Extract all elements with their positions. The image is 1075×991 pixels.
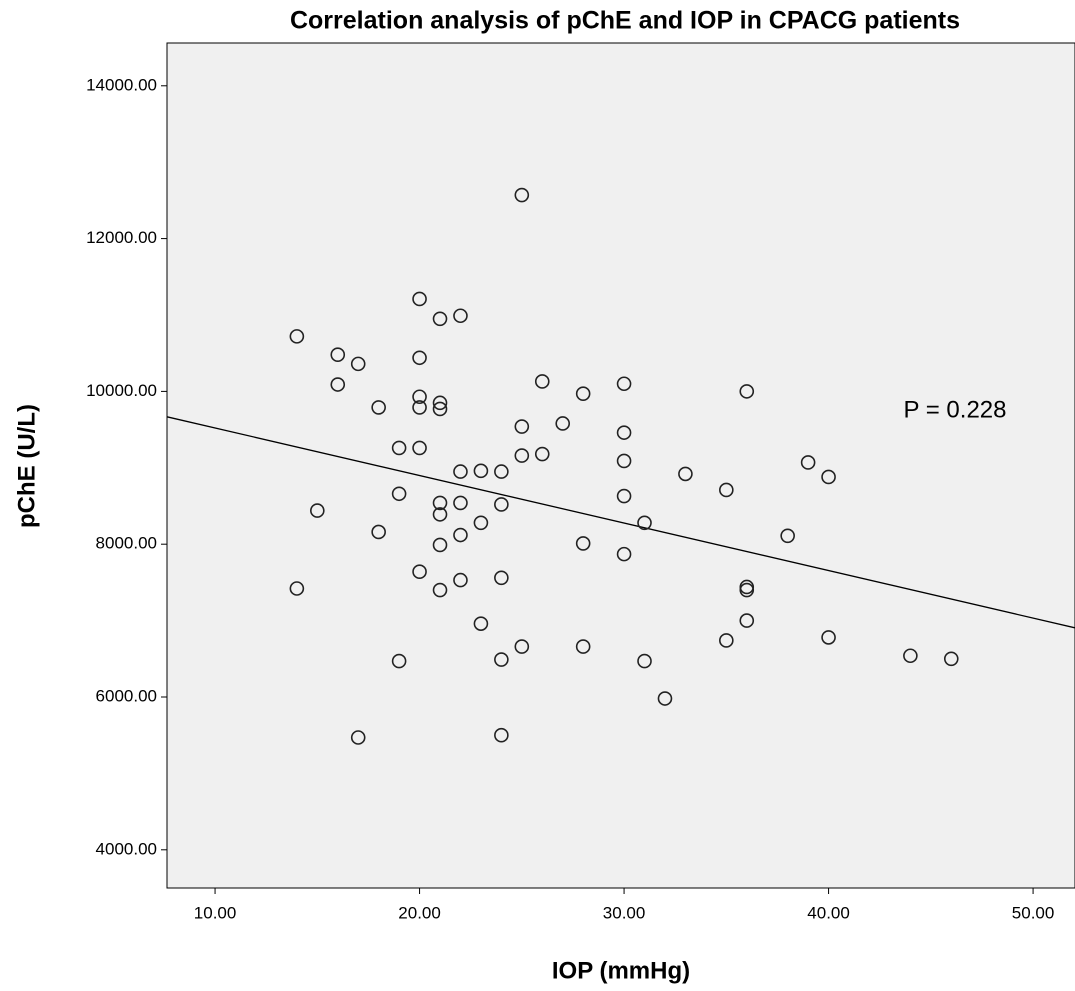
point [555, 416, 571, 431]
point [391, 440, 407, 456]
y-tick-label: 6000.00 [96, 686, 157, 705]
x-tick-label: 50.00 [1012, 903, 1055, 922]
x-tick-label: 30.00 [603, 903, 646, 922]
point [616, 425, 632, 440]
point [719, 633, 734, 648]
point [371, 524, 386, 540]
y-tick-label: 12000.00 [86, 228, 157, 247]
y-tick-label: 14000.00 [86, 75, 157, 94]
point [637, 515, 652, 531]
point [453, 527, 468, 543]
point [494, 652, 509, 667]
y-tick-label: 4000.00 [96, 839, 157, 858]
point [432, 582, 448, 598]
point [453, 495, 468, 511]
point [473, 515, 489, 531]
point [514, 419, 530, 434]
y-tick-label: 10000.00 [86, 381, 157, 400]
point [330, 347, 346, 363]
point [821, 630, 836, 645]
point [534, 374, 550, 389]
point [350, 356, 366, 372]
point [739, 613, 755, 628]
point [289, 329, 305, 344]
y-tick-label: 8000.00 [96, 534, 157, 553]
point [800, 455, 816, 470]
point [432, 311, 448, 327]
point [514, 187, 530, 203]
point [412, 291, 427, 307]
point [473, 463, 489, 479]
point [719, 482, 734, 498]
point [494, 464, 509, 479]
point [412, 440, 427, 456]
point [616, 453, 632, 469]
point [739, 582, 755, 598]
point [616, 488, 632, 504]
point [350, 730, 366, 745]
point [412, 389, 427, 405]
point [575, 536, 591, 551]
point [780, 528, 795, 544]
point [494, 570, 509, 586]
point [310, 503, 325, 518]
point [391, 653, 407, 669]
point [289, 581, 305, 596]
point [575, 639, 591, 654]
point [575, 386, 591, 401]
point [371, 400, 386, 415]
point [943, 651, 959, 667]
point [432, 507, 448, 522]
point [616, 376, 632, 392]
x-axis-label: IOP (mmHg) [552, 957, 690, 984]
point [473, 616, 489, 631]
fit-line [166, 416, 1075, 629]
point [432, 495, 448, 511]
x-tick-label: 10.00 [194, 903, 237, 922]
annotation: P = 0.228 [904, 396, 1007, 423]
point [494, 727, 509, 743]
point [534, 446, 550, 462]
point [432, 395, 448, 411]
point [453, 572, 468, 588]
point [432, 401, 448, 417]
point [657, 691, 673, 706]
point [432, 537, 448, 553]
x-tick-label: 20.00 [398, 903, 441, 922]
point [453, 464, 468, 479]
point [412, 564, 427, 579]
point [453, 308, 468, 324]
point [637, 653, 652, 669]
point [494, 497, 509, 512]
point [514, 639, 530, 654]
plot-area [166, 42, 1075, 889]
point [391, 486, 407, 502]
y-axis-label: pChE (U/L) [13, 404, 40, 528]
point [616, 546, 632, 562]
point [412, 400, 427, 415]
x-tick-label: 40.00 [807, 903, 850, 922]
point [739, 384, 755, 399]
point [514, 448, 530, 463]
point [412, 350, 427, 366]
point [903, 648, 918, 664]
point [330, 377, 346, 392]
point [821, 469, 836, 485]
chart-title: Correlation analysis of pChE and IOP in … [290, 7, 960, 35]
point [678, 466, 693, 482]
